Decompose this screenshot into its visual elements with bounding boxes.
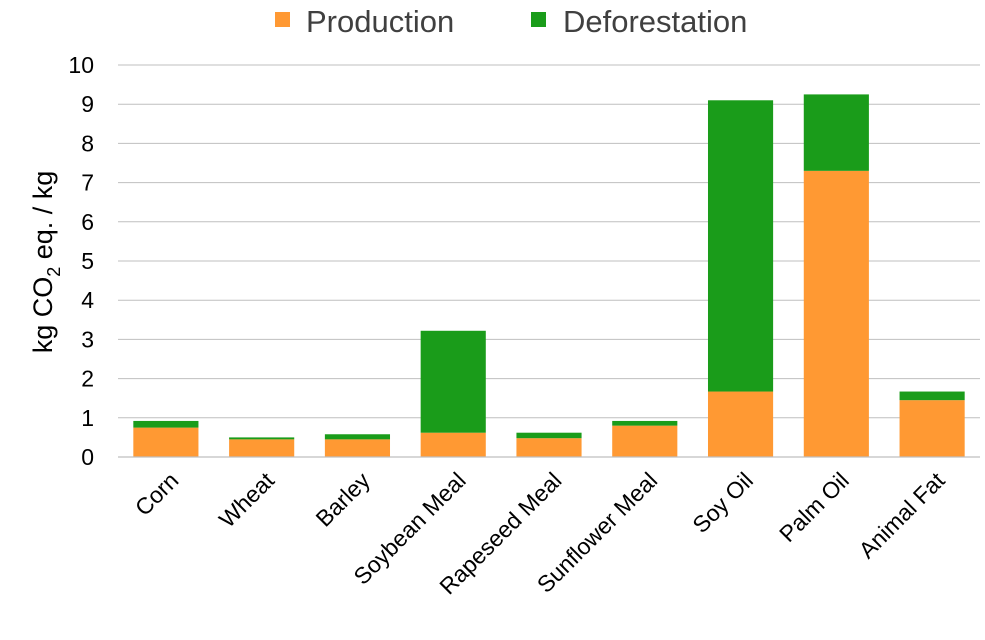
- bar-segment-production: [229, 439, 295, 457]
- bar-segment-deforestation: [803, 94, 869, 171]
- y-tick-label: 3: [81, 326, 94, 352]
- y-tick-label: 6: [81, 209, 94, 235]
- gridlines: [118, 64, 980, 419]
- x-tick-label: Wheat: [214, 467, 280, 533]
- legend-label-production: Production: [306, 4, 454, 39]
- legend: Production Deforestation: [275, 4, 747, 39]
- bar-segment-deforestation: [420, 330, 486, 433]
- bar-segment-deforestation: [707, 100, 774, 392]
- bar-segment-deforestation: [229, 437, 295, 440]
- y-axis-ticks: 0 1 2 3 4 5 6 7 8 9 10: [68, 52, 94, 470]
- x-tick-label: Corn: [130, 467, 184, 521]
- bar-segment-production: [133, 427, 199, 457]
- bar-segment-deforestation: [516, 432, 582, 439]
- bars: [133, 94, 965, 457]
- bar-segment-production: [324, 439, 391, 457]
- bar-segment-production: [707, 391, 774, 457]
- y-tick-label: 9: [81, 91, 94, 117]
- x-tick-label: Barley: [310, 467, 375, 532]
- y-tick-label: 7: [81, 170, 94, 196]
- y-tick-label: 1: [81, 405, 94, 431]
- y-tick-label: 5: [81, 248, 94, 274]
- bar-segment-deforestation: [612, 420, 678, 426]
- y-tick-label: 8: [81, 130, 94, 156]
- y-axis-label-subscript: 2: [44, 267, 64, 277]
- bar-segment-production: [803, 170, 869, 457]
- bar-segment-production: [899, 400, 965, 457]
- bar-segment-deforestation: [899, 391, 965, 401]
- y-tick-label: 0: [81, 444, 94, 470]
- bar-segment-production: [612, 425, 678, 457]
- y-tick-label: 4: [81, 287, 94, 313]
- legend-label-deforestation: Deforestation: [563, 4, 747, 39]
- y-tick-label: 2: [81, 366, 94, 392]
- bar-segment-production: [516, 438, 582, 457]
- x-tick-label: Palm Oil: [774, 467, 854, 547]
- y-axis-label-prefix: kg CO: [28, 277, 58, 354]
- y-tick-label: 10: [68, 52, 94, 78]
- y-axis-label-suffix: eq. / kg: [28, 171, 58, 267]
- x-tick-label: Animal Fat: [854, 467, 951, 564]
- x-tick-label: Soy Oil: [687, 467, 758, 538]
- legend-swatch-production: [275, 12, 290, 27]
- bar-segment-deforestation: [324, 434, 391, 440]
- bar-segment-production: [420, 432, 486, 457]
- legend-swatch-deforestation: [531, 12, 546, 27]
- y-axis-label: kg CO2 eq. / kg: [28, 171, 64, 354]
- bar-segment-deforestation: [133, 420, 199, 428]
